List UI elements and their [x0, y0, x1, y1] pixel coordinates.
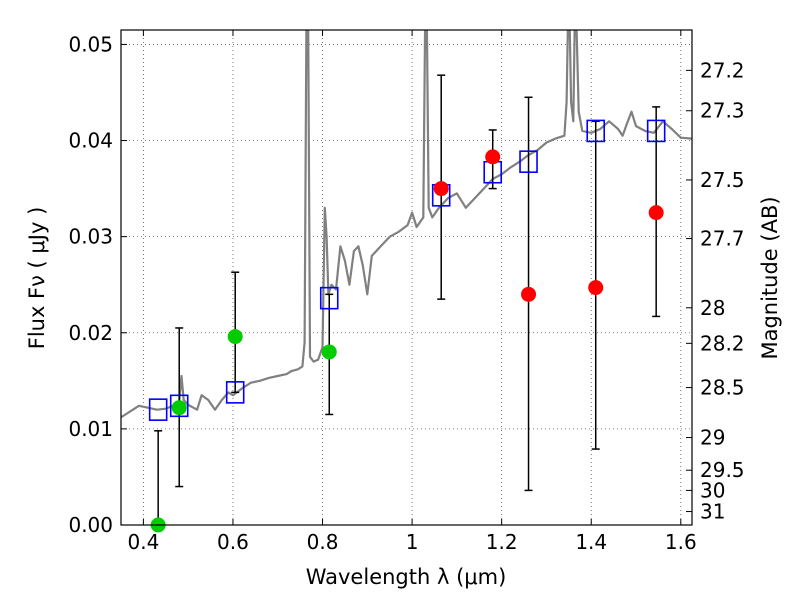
- x-axis-title: Wavelength λ (μm): [306, 565, 507, 589]
- grid-layer: [121, 30, 692, 526]
- y-tick-label: 0.05: [68, 32, 113, 56]
- y-tick-label: 0.02: [68, 321, 113, 345]
- mag-tick-label: 28.2: [700, 331, 745, 355]
- green-data-point: [227, 329, 243, 345]
- green-data-point: [171, 400, 187, 416]
- x-tick-label: 1.2: [486, 530, 518, 554]
- model-square-point: [148, 398, 168, 421]
- mag-tick-label: 27.2: [700, 58, 745, 82]
- plot-layer: [121, 30, 692, 533]
- mag-tick-label: 29.5: [700, 458, 745, 482]
- mag-tick-label: 27.5: [700, 168, 745, 192]
- mag-tick-label: 27.3: [700, 99, 745, 123]
- y-axis-right-title: Magnitude (AB): [758, 196, 782, 359]
- red-data-point: [521, 286, 537, 302]
- mag-tick-label: 29: [700, 426, 725, 450]
- x-tick-label: 0.4: [127, 530, 159, 554]
- y-tick-label: 0.00: [68, 513, 113, 537]
- mag-tick-label: 28: [700, 296, 725, 320]
- mag-tick-label: 31: [700, 500, 725, 524]
- red-data-point: [648, 205, 664, 221]
- tick-layer: 0.4 0.6 0.8 1 1.2 1.4 1.6 0.00 0.01 0.02 0.03 0.04 0…: [68, 30, 745, 554]
- y-tick-label: 0.04: [68, 129, 113, 153]
- x-tick-label: 1: [406, 530, 419, 554]
- x-tick-label: 1.6: [665, 530, 697, 554]
- plot-frame: [120, 29, 693, 526]
- x-tick-label: 0.8: [307, 530, 339, 554]
- spectrum-line: [121, 30, 692, 419]
- model-square-point: [169, 394, 189, 418]
- model-square-point: [225, 381, 245, 404]
- x-tick-label: 1.4: [575, 530, 607, 554]
- red-data-point: [485, 149, 501, 165]
- y-axis-title: Flux Fν ( μJy ): [25, 207, 49, 350]
- clipped-plot-area: [121, 30, 692, 525]
- model-square-point: [519, 150, 538, 173]
- x-tick-label: 0.6: [217, 530, 249, 554]
- mag-tick-label: 27.7: [700, 227, 745, 251]
- model-square-point: [319, 286, 339, 310]
- mag-tick-label: 28.5: [700, 376, 745, 400]
- y-tick-label: 0.03: [68, 225, 113, 249]
- model-square-point: [586, 119, 606, 143]
- y-tick-label: 0.01: [68, 417, 113, 441]
- mag-tick-label: 30: [700, 478, 725, 502]
- red-data-point: [588, 280, 604, 296]
- red-data-point: [433, 181, 449, 197]
- model-square-point: [646, 119, 666, 143]
- green-data-point: [321, 344, 337, 360]
